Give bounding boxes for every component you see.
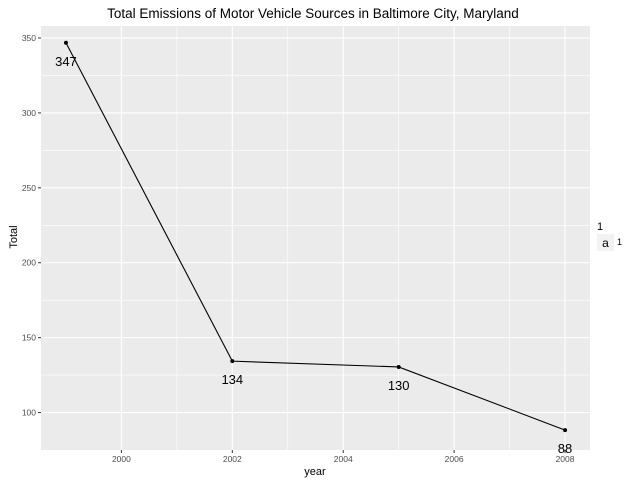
y-tick-label: 200 xyxy=(22,258,36,268)
data-label: 130 xyxy=(388,378,410,393)
y-tick-label: 100 xyxy=(22,408,36,418)
x-tick-label: 2006 xyxy=(445,454,464,464)
x-tick-label: 2008 xyxy=(556,454,575,464)
legend-label: 1 xyxy=(617,237,622,247)
legend-key xyxy=(597,234,614,251)
data-point xyxy=(563,428,568,433)
data-point xyxy=(396,364,401,369)
axis-ticks: 2000 2002 2004 2006 2008 100 150 200 250 300 350 xyxy=(22,33,575,464)
data-series xyxy=(63,40,568,433)
plot-panel xyxy=(41,26,590,450)
legend-key-glyph: a xyxy=(602,236,609,250)
x-axis-title: year xyxy=(304,466,326,478)
y-tick-label: 350 xyxy=(22,33,36,43)
minor-gridlines xyxy=(41,26,590,450)
data-label: 88 xyxy=(558,441,572,456)
data-point xyxy=(63,40,68,45)
y-tick-label: 150 xyxy=(22,333,36,343)
chart-title: Total Emissions of Motor Vehicle Sources… xyxy=(107,6,519,21)
data-label: 134 xyxy=(221,372,243,387)
major-gridlines xyxy=(41,26,590,450)
y-tick-label: 250 xyxy=(22,183,36,193)
y-axis-title: Total xyxy=(8,225,20,248)
legend-title: 1 xyxy=(597,221,603,233)
data-point xyxy=(230,359,235,364)
x-tick-label: 2002 xyxy=(223,454,242,464)
x-tick-label: 2000 xyxy=(112,454,131,464)
data-label: 347 xyxy=(55,54,77,69)
data-labels: 347 134 130 88 xyxy=(55,54,572,456)
x-tick-label: 2004 xyxy=(334,454,353,464)
series-line xyxy=(65,42,566,431)
y-tick-label: 300 xyxy=(22,108,36,118)
legend: 1 a 1 xyxy=(597,221,622,251)
